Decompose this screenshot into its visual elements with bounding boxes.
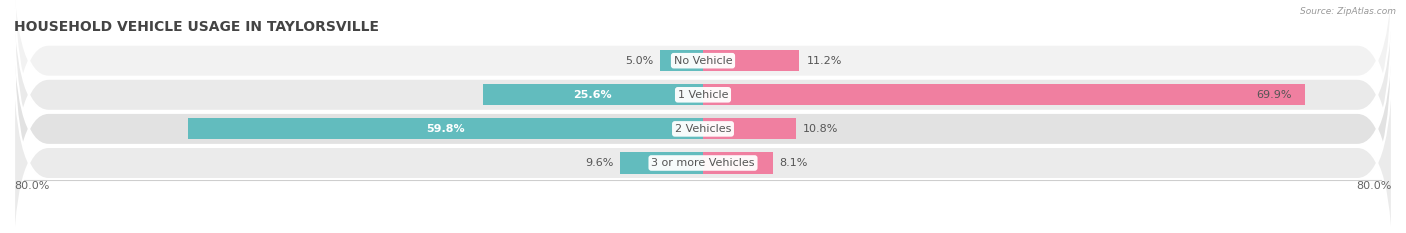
Text: 2 Vehicles: 2 Vehicles: [675, 124, 731, 134]
Text: 80.0%: 80.0%: [14, 181, 49, 191]
Bar: [482, 84, 703, 105]
Text: 25.6%: 25.6%: [574, 90, 612, 100]
Text: 9.6%: 9.6%: [585, 158, 613, 168]
Bar: [703, 50, 800, 71]
Text: 3 or more Vehicles: 3 or more Vehicles: [651, 158, 755, 168]
Text: HOUSEHOLD VEHICLE USAGE IN TAYLORSVILLE: HOUSEHOLD VEHICLE USAGE IN TAYLORSVILLE: [14, 20, 380, 34]
Text: 80.0%: 80.0%: [1357, 181, 1392, 191]
FancyBboxPatch shape: [14, 9, 1392, 233]
Text: 1 Vehicle: 1 Vehicle: [678, 90, 728, 100]
Text: 5.0%: 5.0%: [624, 56, 652, 66]
Text: 69.9%: 69.9%: [1257, 90, 1292, 100]
Bar: [703, 118, 796, 140]
Bar: [188, 118, 703, 140]
Bar: [659, 50, 703, 71]
FancyBboxPatch shape: [14, 43, 1392, 233]
FancyBboxPatch shape: [14, 0, 1392, 181]
Bar: [703, 152, 773, 174]
Text: 8.1%: 8.1%: [780, 158, 808, 168]
FancyBboxPatch shape: [14, 0, 1392, 215]
Text: 10.8%: 10.8%: [803, 124, 838, 134]
Bar: [620, 152, 703, 174]
Legend: Owner-occupied, Renter-occupied: Owner-occupied, Renter-occupied: [586, 230, 820, 233]
Text: 59.8%: 59.8%: [426, 124, 465, 134]
Text: 11.2%: 11.2%: [807, 56, 842, 66]
Bar: [703, 84, 1305, 105]
Text: Source: ZipAtlas.com: Source: ZipAtlas.com: [1301, 7, 1396, 16]
Text: No Vehicle: No Vehicle: [673, 56, 733, 66]
